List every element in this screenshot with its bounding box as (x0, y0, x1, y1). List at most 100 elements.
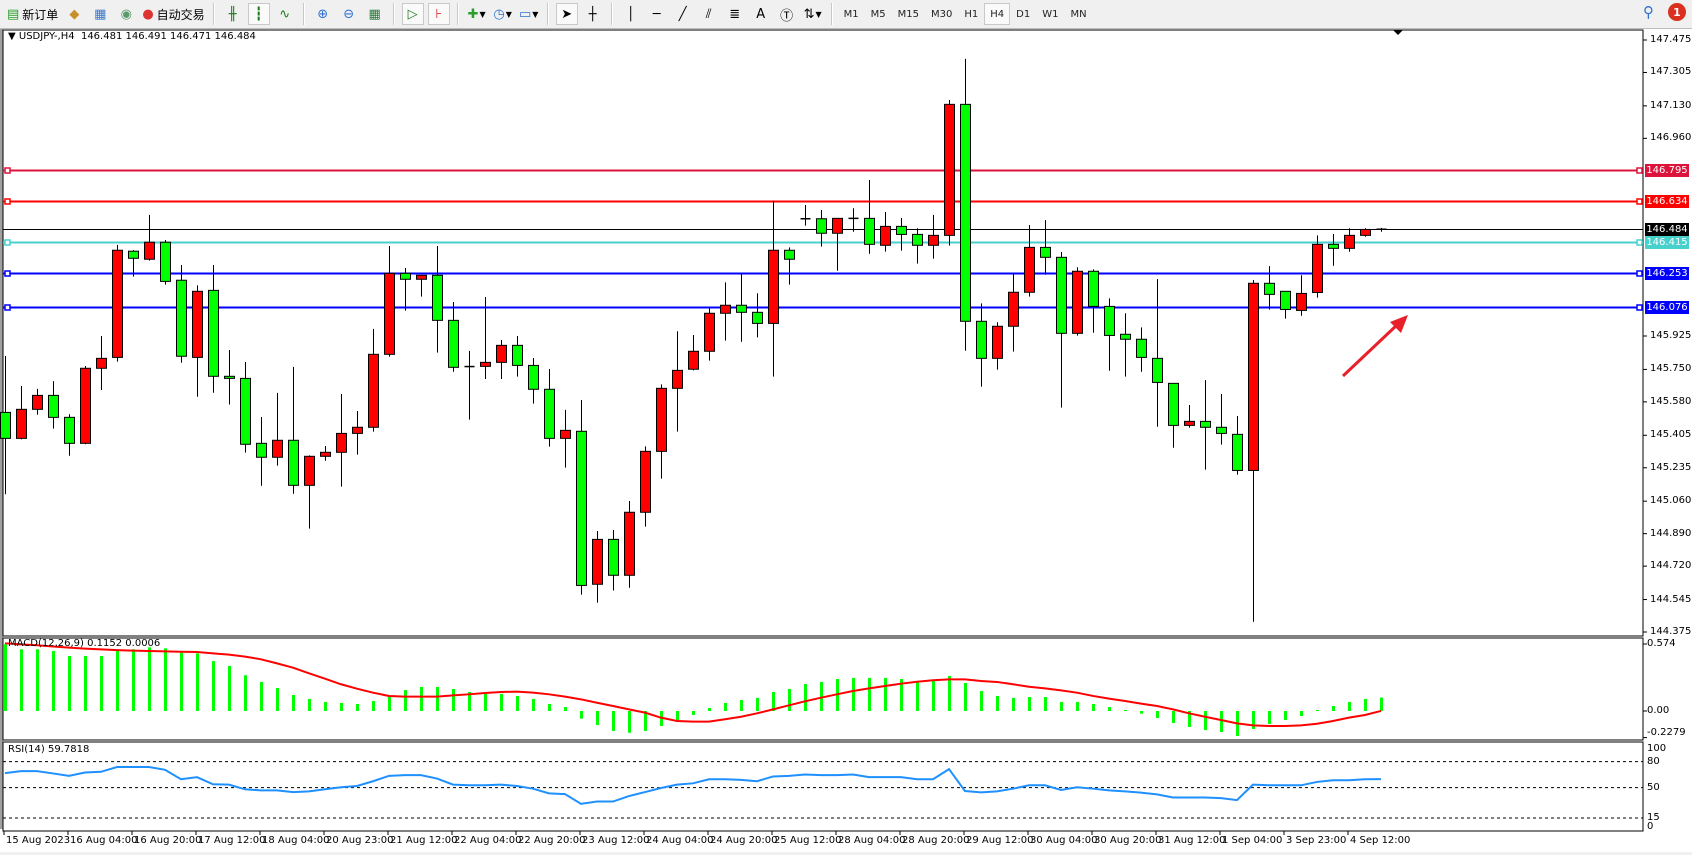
market-watch-button[interactable]: ◆ (63, 3, 85, 25)
right-tools: ⚲ 1 (1643, 3, 1686, 21)
price-level-label: 146.795 (1645, 163, 1689, 177)
level-anchor-handle (4, 239, 11, 246)
candle-body (1056, 256, 1067, 334)
rsi-tick-label: 100 (1647, 743, 1667, 754)
macd-histogram-bar (612, 711, 615, 731)
crosshair-tool[interactable]: ┼ (582, 3, 604, 25)
candlestick-chart-button[interactable]: ┇ (247, 3, 270, 25)
templates-button[interactable]: ▭ ▼ (518, 3, 540, 25)
timeframe-m1[interactable]: M1 (843, 8, 859, 20)
zoom-in-button[interactable]: ⊕ (312, 3, 334, 25)
timeframe-d1[interactable]: D1 (1016, 8, 1031, 20)
macd-histogram-bar (1284, 711, 1287, 720)
zoom-in-icon: ⊕ (317, 6, 329, 22)
timeframe-h1[interactable]: H1 (964, 8, 979, 20)
macd-histogram-bar (36, 649, 39, 711)
main-chart-frame (2, 29, 1644, 637)
rsi-tick-label: 50 (1647, 781, 1660, 793)
macd-histogram-bar (388, 695, 391, 711)
macd-histogram-bar (20, 649, 23, 711)
timeframe-m15[interactable]: M15 (897, 8, 920, 20)
candle-body (992, 325, 1003, 359)
zoom-out-button[interactable]: ⊖ (338, 3, 360, 25)
level-anchor-handle (1636, 167, 1643, 174)
trendline-tool[interactable]: ╱ (672, 3, 694, 25)
timeframe-mn[interactable]: MN (1070, 8, 1087, 20)
status-strip (0, 852, 1692, 855)
separator (212, 3, 215, 25)
market-watch-icon: ◆ (69, 6, 80, 22)
candle-body (112, 249, 123, 358)
date-tick-label: 22 Aug 20:00 (518, 835, 586, 846)
separator (546, 3, 549, 25)
auto-scroll-button[interactable]: ▷ (401, 3, 424, 25)
periods-button[interactable]: ◷ ▼ (492, 3, 514, 25)
line-chart-button[interactable]: ∿ (274, 3, 296, 25)
candle-body (32, 394, 43, 410)
candle-body (832, 217, 843, 234)
macd-histogram-bar (52, 651, 55, 711)
auto-trading-button[interactable]: ● 自动交易 (141, 3, 205, 25)
macd-histogram-bar (644, 711, 647, 731)
macd-histogram-bar (1156, 711, 1159, 719)
price-level-label: 146.634 (1645, 194, 1689, 208)
macd-histogram-bar (692, 711, 695, 715)
level-anchor-handle (4, 198, 11, 205)
macd-histogram-bar (1028, 696, 1031, 711)
text-tool[interactable]: A (750, 3, 772, 25)
chart-symbol: USDJPY-,H4 (18, 31, 75, 42)
crosshair-icon: ┼ (588, 6, 597, 22)
candle-body (544, 388, 555, 439)
zoom-out-icon: ⊖ (343, 6, 355, 22)
search-icon[interactable]: ⚲ (1643, 3, 1654, 21)
tile-windows-icon: ▦ (368, 6, 381, 22)
price-tick-label: 145.925 (1650, 330, 1692, 341)
chart-menu-arrow-icon[interactable]: ▼ (8, 31, 19, 42)
text-label-tool[interactable]: Ⓣ (776, 3, 798, 25)
candle-body (160, 241, 171, 282)
candle-body (288, 439, 299, 486)
cursor-tool[interactable]: ➤ (555, 3, 578, 25)
horizontal-line-icon: ─ (652, 6, 661, 22)
timeframe-h4[interactable]: H4 (984, 3, 1011, 25)
timeframe-w1[interactable]: W1 (1042, 8, 1059, 20)
bar-chart-button[interactable]: ╫ (222, 3, 244, 25)
macd-histogram-bar (420, 686, 423, 711)
date-tick-label: 21 Aug 12:00 (390, 835, 458, 846)
vertical-line-tool[interactable]: │ (620, 3, 642, 25)
macd-histogram-bar (116, 649, 119, 711)
macd-histogram-bar (532, 698, 535, 711)
macd-histogram-bar (1124, 709, 1127, 711)
tile-windows-button[interactable]: ▦ (364, 3, 386, 25)
date-tick-label: 4 Sep 12:00 (1350, 835, 1411, 846)
notification-badge[interactable]: 1 (1668, 3, 1686, 21)
dropdown-arrow-icon: ▼ (532, 9, 539, 19)
macd-histogram-bar (788, 688, 791, 711)
arrows-tool[interactable]: ⇅ ▼ (802, 3, 824, 25)
rsi-label: RSI(14) 59.7818 (8, 744, 90, 755)
date-tick-label: 29 Aug 12:00 (966, 835, 1034, 846)
signals-button[interactable]: ◉ (115, 3, 137, 25)
fibonacci-tool[interactable]: ≣ (724, 3, 746, 25)
chart-shift-button[interactable]: ⊦ (427, 3, 450, 25)
candle-body (976, 320, 987, 359)
macd-histogram-bar (1316, 709, 1319, 711)
indicators-button[interactable]: ✚ ▼ (466, 3, 488, 25)
candle-body (368, 353, 379, 428)
timeframe-m5[interactable]: M5 (870, 8, 886, 20)
new-order-button[interactable]: ▤ 新订单 (6, 3, 59, 25)
macd-histogram-bar (212, 661, 215, 711)
horizontal-line-tool[interactable]: ─ (646, 3, 668, 25)
timeframe-m30[interactable]: M30 (931, 8, 953, 20)
macd-histogram-bar (1380, 697, 1383, 711)
macd-histogram-bar (724, 702, 727, 711)
navigator-button[interactable]: ▦ (89, 3, 111, 25)
price-level-label: 146.076 (1645, 300, 1689, 314)
equidistant-channel-tool[interactable]: ⫽ (698, 3, 720, 25)
candle-body (176, 279, 187, 357)
date-tick-label: 24 Aug 04:00 (646, 835, 714, 846)
candle-body (1216, 426, 1227, 434)
rsi-panel-frame (2, 741, 1644, 832)
macd-histogram-bar (916, 681, 919, 711)
